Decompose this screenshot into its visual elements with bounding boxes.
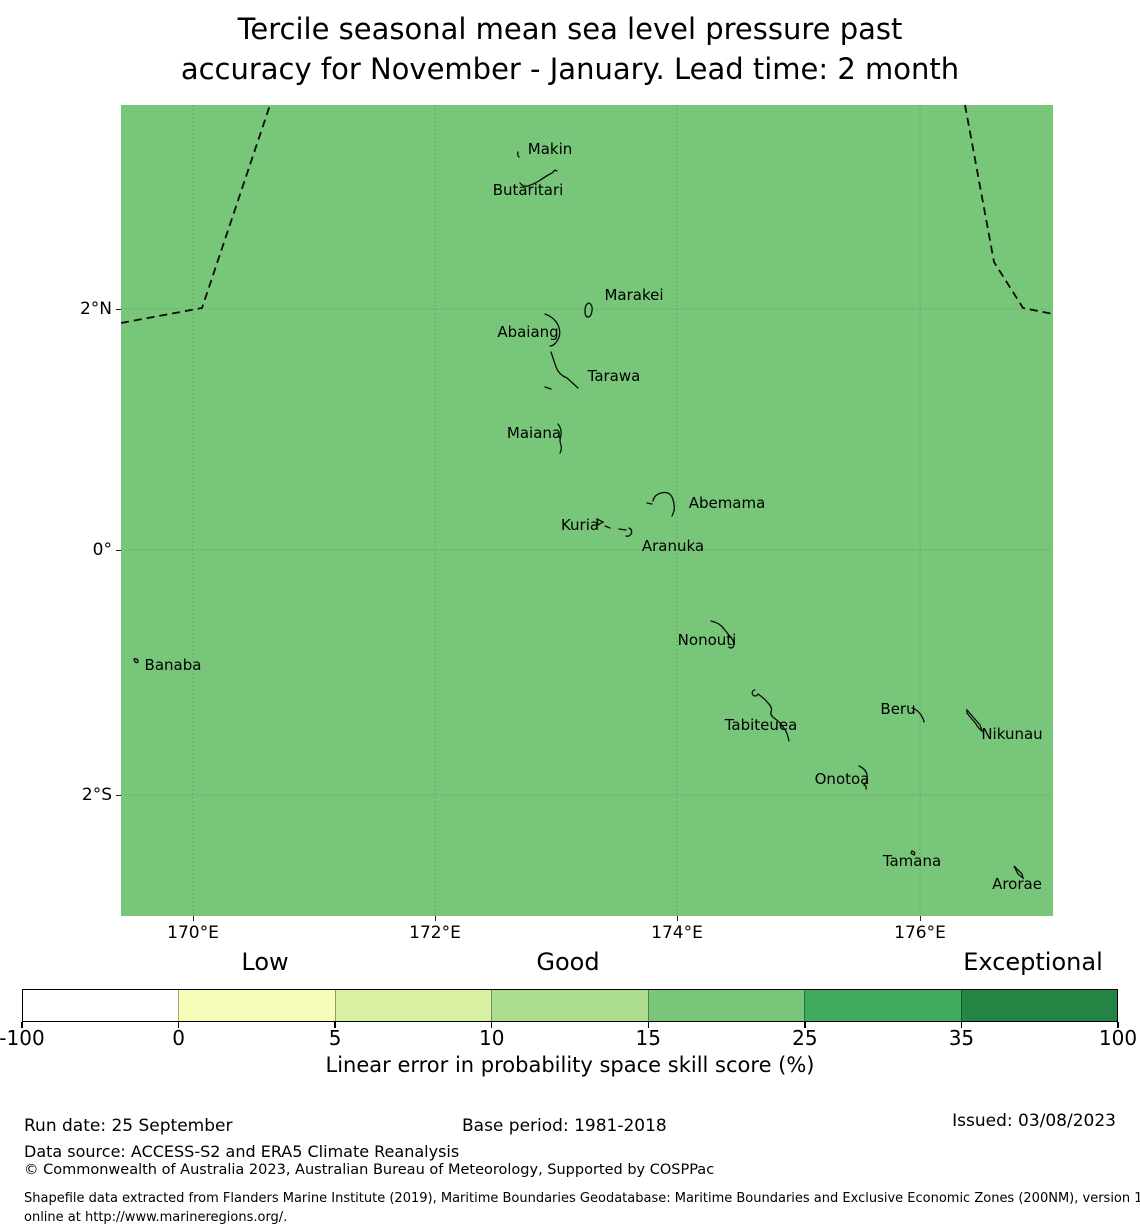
eez-boundary-west bbox=[121, 105, 271, 324]
island-outline-kuria bbox=[596, 517, 611, 529]
scale-word-exceptional: Exceptional bbox=[963, 948, 1103, 976]
island-outline-makin bbox=[517, 151, 520, 158]
island-outline-abemama bbox=[646, 491, 675, 517]
colorbar-segment-6 bbox=[960, 990, 1117, 1021]
colorbar-tick-label: 15 bbox=[635, 1026, 662, 1050]
colorbar bbox=[22, 989, 1118, 1022]
x-tick-label: 172°E bbox=[409, 923, 461, 943]
colorbar-segment-5 bbox=[804, 990, 961, 1021]
shapefile-note-line1: Shapefile data extracted from Flanders M… bbox=[24, 1191, 1140, 1206]
colorbar-segment-4 bbox=[647, 990, 805, 1021]
island-label-nonouti: Nonouti bbox=[677, 631, 737, 649]
colorbar-tick-label: 25 bbox=[792, 1026, 818, 1050]
map-panel: Makin Butaritari Marakei Abaiang Tarawa Maian… bbox=[121, 105, 1053, 916]
island-label-onotoa: Onotoa bbox=[814, 770, 870, 788]
island-outline-nikunau bbox=[966, 708, 984, 733]
colorbar-tick-label: 5 bbox=[328, 1026, 342, 1050]
island-outline-arorae bbox=[1013, 865, 1025, 880]
island-outline-aranuka bbox=[618, 527, 633, 537]
x-tick-mark bbox=[434, 916, 436, 921]
colorbar-tick-mark bbox=[334, 1022, 336, 1028]
island-label-abemama: Abemama bbox=[688, 494, 766, 512]
island-label-abaiang: Abaiang bbox=[497, 323, 559, 341]
chart-title-line2: accuracy for November - January. Lead ti… bbox=[180, 52, 960, 86]
x-tick-label: 170°E bbox=[167, 923, 219, 943]
island-label-makin: Makin bbox=[527, 140, 573, 158]
island-outline-marakei bbox=[584, 302, 593, 318]
colorbar-tick-mark bbox=[21, 1022, 23, 1028]
colorbar-segment-1 bbox=[178, 990, 335, 1021]
shapefile-note-line2: online at http://www.marineregions.org/. bbox=[24, 1210, 288, 1225]
colorbar-segment-2 bbox=[334, 990, 492, 1021]
x-tick-mark bbox=[676, 916, 678, 921]
colorbar-tick-mark bbox=[960, 1022, 963, 1028]
island-outline-tamana bbox=[910, 850, 916, 856]
colorbar-tick-label: 35 bbox=[948, 1026, 975, 1050]
y-tick-mark bbox=[116, 308, 121, 310]
chart-title-line1: Tercile seasonal mean sea level pressure… bbox=[237, 12, 903, 46]
data-source: Data source: ACCESS-S2 and ERA5 Climate … bbox=[24, 1142, 460, 1161]
island-label-banaba: Banaba bbox=[144, 656, 202, 674]
island-outline-onotoa bbox=[858, 765, 868, 790]
eez-boundary-lines bbox=[121, 105, 1053, 324]
island-label-kuria: Kuria bbox=[560, 516, 600, 534]
island-label-arorae: Arorae bbox=[992, 875, 1042, 893]
island-label-maiana: Maiana bbox=[506, 424, 562, 442]
colorbar-tick-label: -100 bbox=[0, 1026, 45, 1050]
copyright: © Commonwealth of Australia 2023, Austra… bbox=[24, 1162, 715, 1178]
colorbar-segment-3 bbox=[491, 990, 648, 1021]
island-label-tarawa: Tarawa bbox=[587, 367, 641, 385]
island-label-tabiteuea: Tabiteuea bbox=[724, 716, 798, 734]
run-date: Run date: 25 September bbox=[24, 1116, 233, 1136]
island-label-butaritari: Butaritari bbox=[492, 181, 564, 199]
y-tick-label: 2°S bbox=[81, 785, 112, 805]
scale-word-good: Good bbox=[536, 948, 600, 976]
island-outline-nonouti bbox=[710, 620, 735, 649]
issued-date: Issued: 03/08/2023 bbox=[952, 1111, 1116, 1131]
graticule bbox=[121, 105, 1053, 916]
island-label-aranuka: Aranuka bbox=[641, 537, 705, 555]
colorbar-tick-mark bbox=[490, 1022, 493, 1028]
colorbar-tick-label: 10 bbox=[478, 1026, 505, 1050]
x-tick-label: 176°E bbox=[894, 923, 946, 943]
y-tick-label: 2°N bbox=[79, 299, 112, 319]
colorbar-tick-mark bbox=[177, 1022, 180, 1028]
y-tick-mark bbox=[116, 794, 121, 796]
island-outline-maiana bbox=[557, 423, 562, 454]
island-outline-abaiang bbox=[544, 313, 561, 347]
island-label-beru: Beru bbox=[880, 700, 916, 718]
colorbar-tick-mark bbox=[647, 1022, 650, 1028]
colorbar-tick-label: 0 bbox=[172, 1026, 185, 1050]
map-drawing bbox=[121, 105, 1053, 916]
x-tick-mark bbox=[919, 916, 921, 921]
island-outline-tabiteuea bbox=[751, 689, 790, 742]
x-tick-mark bbox=[192, 916, 194, 921]
x-tick-label: 174°E bbox=[651, 923, 703, 943]
island-label-tamana: Tamana bbox=[882, 852, 942, 870]
y-tick-label: 0° bbox=[92, 540, 112, 560]
base-period: Base period: 1981-2018 bbox=[462, 1116, 667, 1136]
colorbar-tick-mark bbox=[1117, 1022, 1119, 1028]
island-label-nikunau: Nikunau bbox=[981, 725, 1043, 743]
island-outline-banaba bbox=[133, 658, 139, 664]
y-tick-mark bbox=[116, 549, 121, 551]
island-outline-tarawa bbox=[544, 351, 579, 390]
island-outline-beru bbox=[911, 707, 925, 723]
island-outline-butaritari bbox=[519, 169, 558, 187]
scale-word-low: Low bbox=[241, 948, 289, 976]
colorbar-tick-mark bbox=[804, 1022, 806, 1028]
colorbar-tick-label: 100 bbox=[1098, 1026, 1138, 1050]
colorbar-segment-0 bbox=[23, 990, 179, 1021]
colorbar-caption: Linear error in probability space skill … bbox=[325, 1053, 815, 1077]
island-label-marakei: Marakei bbox=[604, 286, 664, 304]
eez-boundary-east bbox=[964, 105, 1053, 315]
island-outlines bbox=[133, 151, 1025, 880]
